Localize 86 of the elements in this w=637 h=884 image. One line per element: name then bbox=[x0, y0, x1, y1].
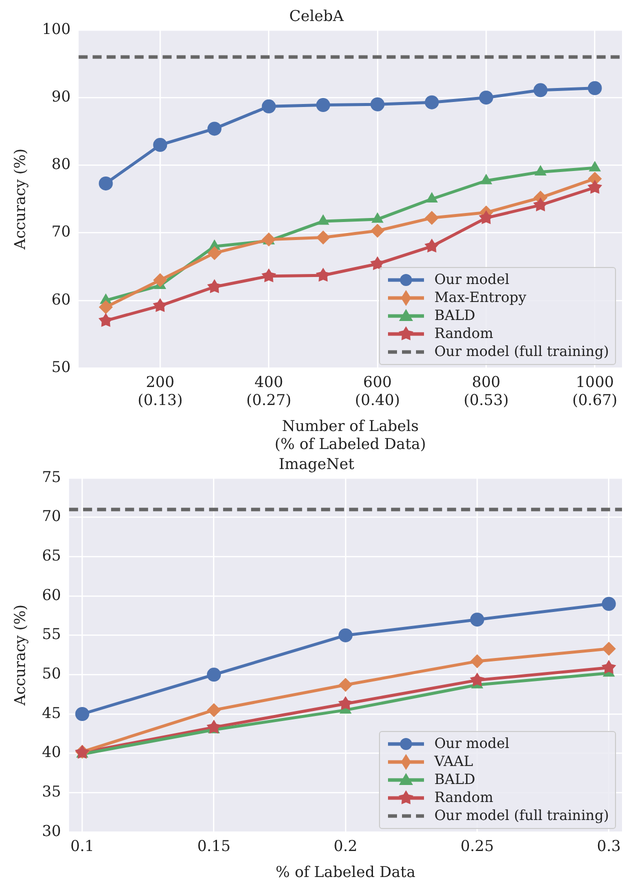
point bbox=[153, 273, 168, 288]
x-tick-label: 400 (0.27) bbox=[246, 372, 292, 409]
y-tick-label: 60 bbox=[52, 290, 71, 308]
point bbox=[98, 312, 114, 327]
point bbox=[470, 672, 485, 686]
x-tick-label: 800 (0.53) bbox=[464, 372, 509, 409]
legend-label: Random bbox=[434, 789, 494, 807]
point bbox=[98, 176, 113, 190]
point bbox=[206, 720, 222, 734]
x-axis-title: % of Labeled Data bbox=[276, 862, 416, 881]
point bbox=[206, 703, 221, 718]
legend-label: Our model bbox=[434, 271, 510, 289]
x-tick-label: 0.2 bbox=[334, 836, 358, 855]
legend-label: BALD bbox=[434, 771, 476, 789]
x-tick-label: 600 (0.40) bbox=[354, 372, 400, 409]
x-tick-label: 0.25 bbox=[460, 836, 494, 855]
point bbox=[602, 596, 616, 611]
y-tick-label: 55 bbox=[42, 625, 62, 644]
x-tick-label: 0.15 bbox=[197, 836, 231, 855]
point bbox=[152, 298, 168, 312]
legend-label: Our model bbox=[434, 735, 510, 753]
y-tick-label: 30 bbox=[42, 822, 62, 840]
point bbox=[75, 707, 90, 721]
y-tick-label: 35 bbox=[42, 782, 62, 801]
y-axis-title: Accuracy (%) bbox=[10, 604, 29, 707]
x-tick-label: 200 (0.13) bbox=[138, 372, 183, 409]
y-tick-label: 50 bbox=[52, 358, 71, 376]
point bbox=[98, 300, 113, 314]
y-tick-label: 90 bbox=[52, 87, 71, 106]
point bbox=[479, 90, 494, 105]
point bbox=[261, 268, 276, 282]
point bbox=[424, 95, 439, 110]
point bbox=[533, 197, 548, 212]
legend-label: Our model (full training) bbox=[434, 343, 609, 361]
point bbox=[478, 210, 494, 224]
y-tick-label: 100 bbox=[42, 20, 71, 38]
point bbox=[602, 660, 616, 674]
y-tick-label: 40 bbox=[42, 743, 62, 762]
y-tick-label: 80 bbox=[52, 155, 71, 174]
x-tick-label: 0.1 bbox=[70, 836, 94, 855]
chart-title: CelebA bbox=[289, 6, 344, 25]
point bbox=[470, 654, 484, 668]
point bbox=[338, 696, 353, 710]
point bbox=[588, 81, 602, 96]
point bbox=[424, 238, 440, 253]
point bbox=[370, 97, 384, 112]
x-axis-title: Number of Labels (% of Labeled Data) bbox=[274, 416, 426, 453]
point bbox=[470, 612, 484, 627]
point bbox=[153, 138, 168, 152]
point bbox=[206, 668, 221, 682]
point bbox=[262, 232, 276, 247]
legend-label: Max-Entropy bbox=[434, 289, 526, 307]
point bbox=[338, 628, 353, 642]
y-tick-label: 70 bbox=[42, 507, 62, 526]
point bbox=[426, 192, 438, 202]
point bbox=[588, 180, 602, 194]
point bbox=[207, 279, 222, 294]
point bbox=[370, 224, 384, 238]
y-tick-label: 75 bbox=[42, 468, 62, 486]
point bbox=[207, 122, 222, 136]
point bbox=[316, 230, 330, 245]
y-tick-label: 70 bbox=[52, 222, 71, 241]
point bbox=[316, 98, 330, 112]
point bbox=[533, 83, 548, 98]
point bbox=[371, 212, 384, 223]
y-tick-label: 65 bbox=[42, 546, 62, 565]
point bbox=[207, 246, 222, 260]
point bbox=[480, 174, 492, 184]
chart-title: ImageNet bbox=[278, 454, 354, 473]
point bbox=[338, 678, 353, 692]
point bbox=[262, 99, 276, 114]
x-tick-label: 0.3 bbox=[596, 836, 621, 855]
point bbox=[602, 642, 616, 656]
y-tick-label: 45 bbox=[42, 704, 62, 722]
point bbox=[424, 210, 439, 225]
legend-label: VAAL bbox=[434, 753, 474, 771]
legend-label: BALD bbox=[434, 307, 476, 325]
point bbox=[316, 268, 330, 282]
y-tick-label: 50 bbox=[42, 664, 62, 683]
legend-label: Random bbox=[434, 325, 494, 343]
legend-label: Our model (full training) bbox=[434, 807, 609, 825]
point bbox=[317, 214, 330, 225]
y-axis-title: Accuracy (%) bbox=[10, 148, 29, 251]
x-tick-label: 1000 (0.67) bbox=[572, 372, 618, 409]
y-tick-label: 60 bbox=[42, 586, 62, 604]
point bbox=[370, 256, 385, 270]
